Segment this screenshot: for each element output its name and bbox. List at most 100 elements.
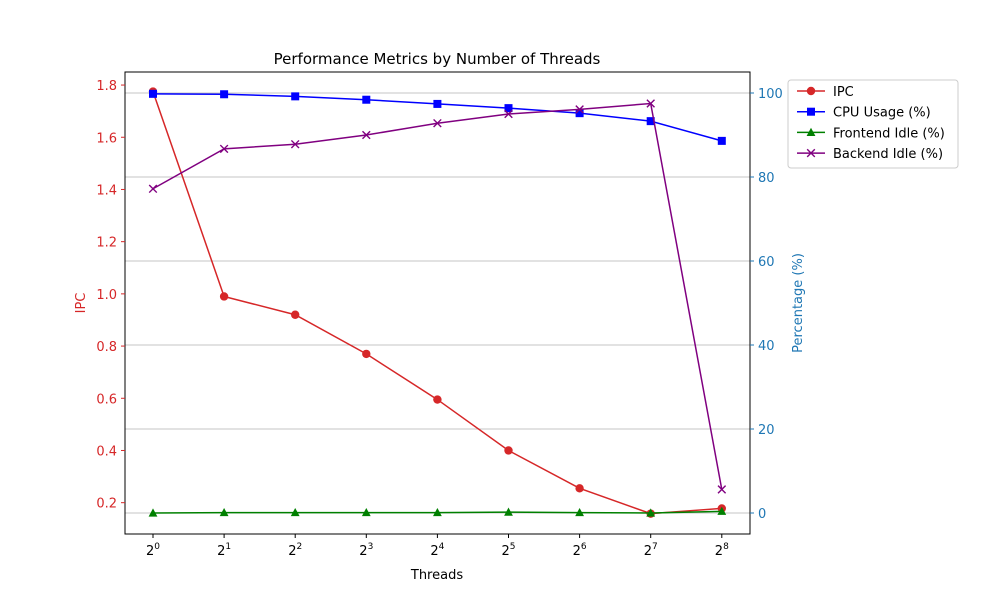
x-tick-label: 23 bbox=[359, 542, 373, 559]
data-point bbox=[717, 485, 727, 494]
legend: IPC CPU Usage (%) Frontend Idle (%) Backend… bbox=[787, 79, 959, 169]
x-tick-base: 2 bbox=[715, 544, 723, 559]
data-point bbox=[504, 446, 513, 455]
series-ipc bbox=[148, 87, 726, 518]
data-point bbox=[807, 107, 815, 116]
x-tick-exponent: 8 bbox=[723, 542, 729, 552]
x-tick-label: 21 bbox=[217, 542, 231, 559]
data-point bbox=[219, 144, 229, 154]
y-left-tick-label: 1.8 bbox=[96, 79, 117, 94]
data-point bbox=[362, 95, 371, 104]
x-tick-base: 2 bbox=[501, 544, 509, 559]
x-tick-base: 2 bbox=[288, 544, 296, 559]
legend-label: CPU Usage (%) bbox=[833, 106, 931, 121]
y-left-tick-label: 1.4 bbox=[96, 183, 117, 198]
data-point bbox=[291, 310, 300, 319]
y-axis-left-label: IPC bbox=[74, 293, 89, 314]
legend-label: Frontend Idle (%) bbox=[833, 126, 945, 141]
data-point bbox=[646, 508, 656, 517]
data-point bbox=[717, 136, 726, 145]
x-axis-label: Threads bbox=[410, 568, 463, 583]
data-point-stroke bbox=[646, 99, 655, 108]
y-left-tick-label: 1.2 bbox=[96, 236, 117, 251]
y-right-tick-label: 80 bbox=[758, 171, 775, 186]
data-point-stroke bbox=[148, 184, 158, 194]
plot-frame bbox=[124, 71, 751, 535]
legend-items: IPC CPU Usage (%) Frontend Idle (%) Backend… bbox=[797, 85, 945, 162]
x-tick-label: 22 bbox=[288, 542, 302, 559]
data-point bbox=[219, 507, 229, 517]
data-point-stroke bbox=[504, 109, 513, 119]
chart-title: Performance Metrics by Number of Threads bbox=[274, 50, 601, 68]
y-right-tick-label: 100 bbox=[758, 87, 783, 102]
legend-item: Backend Idle (%) bbox=[797, 147, 943, 162]
data-point bbox=[806, 148, 816, 158]
data-point bbox=[433, 99, 442, 108]
data-point bbox=[575, 109, 584, 118]
data-point bbox=[806, 127, 816, 136]
x-tick-base: 2 bbox=[644, 544, 652, 559]
legend-item: Frontend Idle (%) bbox=[797, 126, 945, 141]
data-point bbox=[219, 292, 229, 301]
data-point-stroke bbox=[575, 105, 584, 114]
data-point bbox=[504, 507, 513, 516]
data-point bbox=[433, 118, 442, 128]
y-left-tick-label: 0.8 bbox=[96, 340, 117, 355]
data-point bbox=[806, 86, 816, 96]
data-point bbox=[220, 90, 229, 99]
series-line bbox=[152, 102, 723, 490]
data-point bbox=[575, 484, 584, 493]
y-axis-right: 0 20 40 60 80 100 bbox=[750, 87, 783, 522]
series-frontend-idle bbox=[148, 506, 727, 517]
y-right-tick-label: 60 bbox=[758, 255, 775, 270]
legend-label: Backend Idle (%) bbox=[833, 147, 943, 162]
x-tick-label: 20 bbox=[146, 542, 160, 559]
y-left-tick-label: 0.6 bbox=[96, 392, 117, 407]
series-cpu-usage bbox=[149, 89, 726, 145]
y-right-tick-label: 0 bbox=[758, 507, 766, 522]
x-tick-exponent: 4 bbox=[439, 542, 445, 552]
legend-item: CPU Usage (%) bbox=[797, 106, 931, 121]
data-point bbox=[291, 92, 300, 101]
data-point bbox=[717, 506, 727, 515]
data-point bbox=[290, 139, 300, 149]
data-point bbox=[575, 105, 584, 114]
data-point bbox=[433, 507, 442, 517]
data-point-stroke bbox=[219, 144, 229, 154]
legend-box bbox=[787, 79, 959, 169]
legend-label: IPC bbox=[833, 85, 854, 100]
y-axis-right-label: Percentage (%) bbox=[791, 253, 806, 353]
legend-item: IPC bbox=[797, 85, 854, 100]
data-point bbox=[504, 109, 513, 119]
x-tick-exponent: 6 bbox=[581, 542, 587, 552]
data-point bbox=[575, 507, 584, 517]
x-tick-exponent: 1 bbox=[225, 542, 231, 552]
x-axis: 20 21 22 23 24 25 26 27 28 bbox=[146, 534, 729, 559]
y-left-tick-label: 1.0 bbox=[96, 288, 117, 303]
x-tick-base: 2 bbox=[359, 544, 367, 559]
data-point-stroke bbox=[806, 148, 816, 158]
data-point bbox=[148, 184, 158, 194]
y-axis-left: 0.2 0.4 0.6 0.8 1.0 1.2 1.4 1.6 1.8 bbox=[96, 79, 125, 512]
x-tick-base: 2 bbox=[217, 544, 225, 559]
y-left-tick-label: 0.2 bbox=[96, 497, 117, 512]
y-left-tick-label: 1.6 bbox=[96, 131, 117, 146]
data-point bbox=[362, 349, 371, 359]
x-tick-label: 25 bbox=[501, 542, 515, 559]
y-left-tick-label: 0.4 bbox=[96, 444, 117, 459]
x-tick-label: 26 bbox=[573, 542, 587, 559]
x-tick-label: 24 bbox=[430, 542, 444, 559]
grid-lines bbox=[125, 92, 750, 514]
series-line bbox=[152, 91, 722, 515]
y-right-tick-label: 20 bbox=[758, 423, 775, 438]
data-point bbox=[290, 507, 300, 517]
data-point bbox=[362, 130, 371, 140]
x-tick-base: 2 bbox=[430, 544, 438, 559]
x-tick-exponent: 2 bbox=[296, 542, 302, 552]
x-tick-exponent: 3 bbox=[368, 542, 374, 552]
y-right-tick-label: 40 bbox=[758, 339, 775, 354]
data-point-stroke bbox=[433, 118, 442, 128]
data-point bbox=[433, 395, 442, 404]
x-tick-base: 2 bbox=[146, 544, 154, 559]
